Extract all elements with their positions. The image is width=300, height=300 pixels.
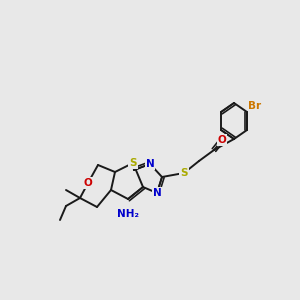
Text: NH₂: NH₂ [117,209,139,219]
Text: O: O [218,135,226,145]
Text: Br: Br [248,101,262,111]
Text: O: O [84,178,92,188]
Text: N: N [153,188,161,198]
Text: N: N [146,159,154,169]
Text: S: S [180,168,188,178]
Text: S: S [129,158,137,168]
